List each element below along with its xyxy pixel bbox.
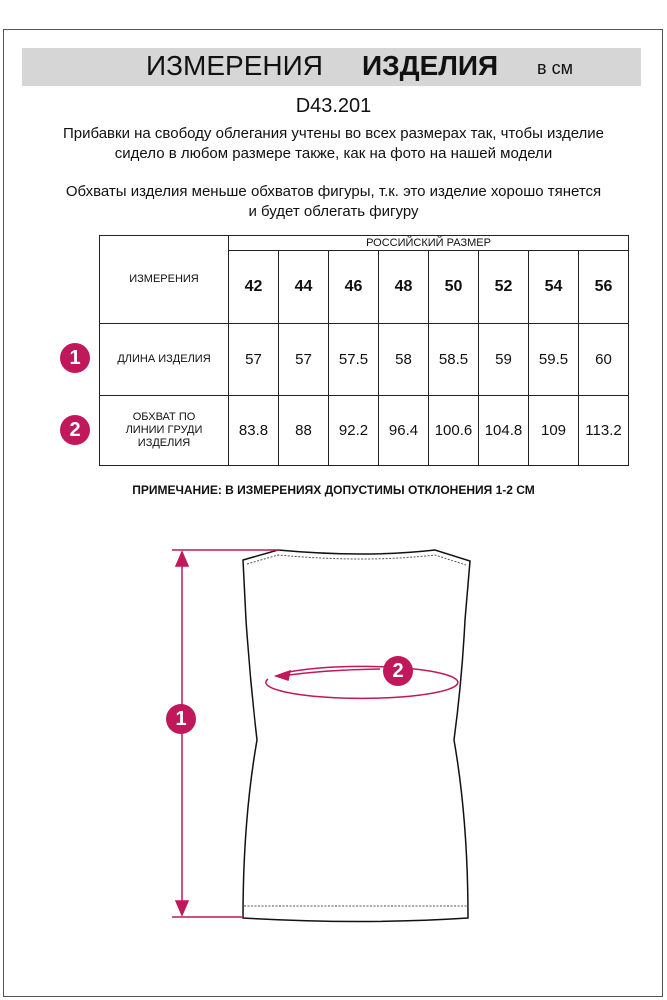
size-header: 50 — [428, 250, 479, 324]
tank-top-outline — [242, 549, 471, 923]
table-row: ДЛИНА ИЗДЕЛИЯ 57 57 57.5 58 58.5 59 59.5 60 — [99, 323, 629, 396]
table-cell: 60 — [578, 323, 629, 396]
article-code: D43.201 — [295, 95, 372, 117]
table-cell: 59.5 — [528, 323, 579, 396]
table-cell: 100.6 — [428, 395, 479, 466]
row-label: ОБХВАТ ПО ЛИНИИ ГРУДИ ИЗДЕЛИЯ — [99, 395, 229, 466]
table-cell: 57 — [228, 323, 279, 396]
title-bar — [22, 48, 641, 86]
chest-girth-arrow — [265, 665, 459, 700]
page-frame — [3, 29, 663, 997]
size-header: 52 — [478, 250, 529, 324]
table-cell: 109 — [528, 395, 579, 466]
table-cell: 57.5 — [328, 323, 379, 396]
table-cell: 83.8 — [228, 395, 279, 466]
corner-label: ИЗМЕРЕНИЯ — [99, 235, 229, 324]
diagram-marker-2: 2 — [383, 656, 413, 686]
size-table: ИЗМЕРЕНИЯ РОССИЙСКИЙ РАЗМЕР 42 44 46 48 50 52… — [99, 235, 629, 466]
table-cell: 104.8 — [478, 395, 529, 466]
table-cell: 113.2 — [578, 395, 629, 466]
size-header-row: 42 44 46 48 50 52 54 56 — [100, 250, 629, 324]
stretch-note: Обхваты изделия меньше обхватов фигуры, … — [65, 183, 602, 220]
title-bold: ИЗДЕЛИЯ — [362, 50, 499, 81]
marker-2-badge: 2 — [60, 415, 90, 445]
tolerance-note: ПРИМЕЧАНИЕ: В ИЗМЕРЕНИЯХ ДОПУСТИМЫ ОТКЛО… — [132, 483, 535, 497]
size-header: 56 — [578, 250, 629, 324]
size-header: 42 — [228, 250, 279, 324]
fit-note: Прибавки на свободу облегания учтены во … — [62, 125, 605, 162]
table-cell: 96.4 — [378, 395, 429, 466]
size-header: 46 — [328, 250, 379, 324]
table-cell: 88 — [278, 395, 329, 466]
row-label: ДЛИНА ИЗДЕЛИЯ — [99, 323, 229, 396]
title-unit: в см — [537, 58, 573, 78]
diagram-marker-1: 1 — [166, 704, 196, 734]
length-arrow — [172, 549, 280, 918]
table-cell: 58 — [378, 323, 429, 396]
marker-1-badge: 1 — [60, 343, 90, 373]
table-cell: 92.2 — [328, 395, 379, 466]
table-row: ОБХВАТ ПО ЛИНИИ ГРУДИ ИЗДЕЛИЯ 83.8 88 92.2… — [99, 395, 629, 466]
size-header: 54 — [528, 250, 579, 324]
title-regular: ИЗМЕРЕНИЯ — [146, 50, 323, 81]
